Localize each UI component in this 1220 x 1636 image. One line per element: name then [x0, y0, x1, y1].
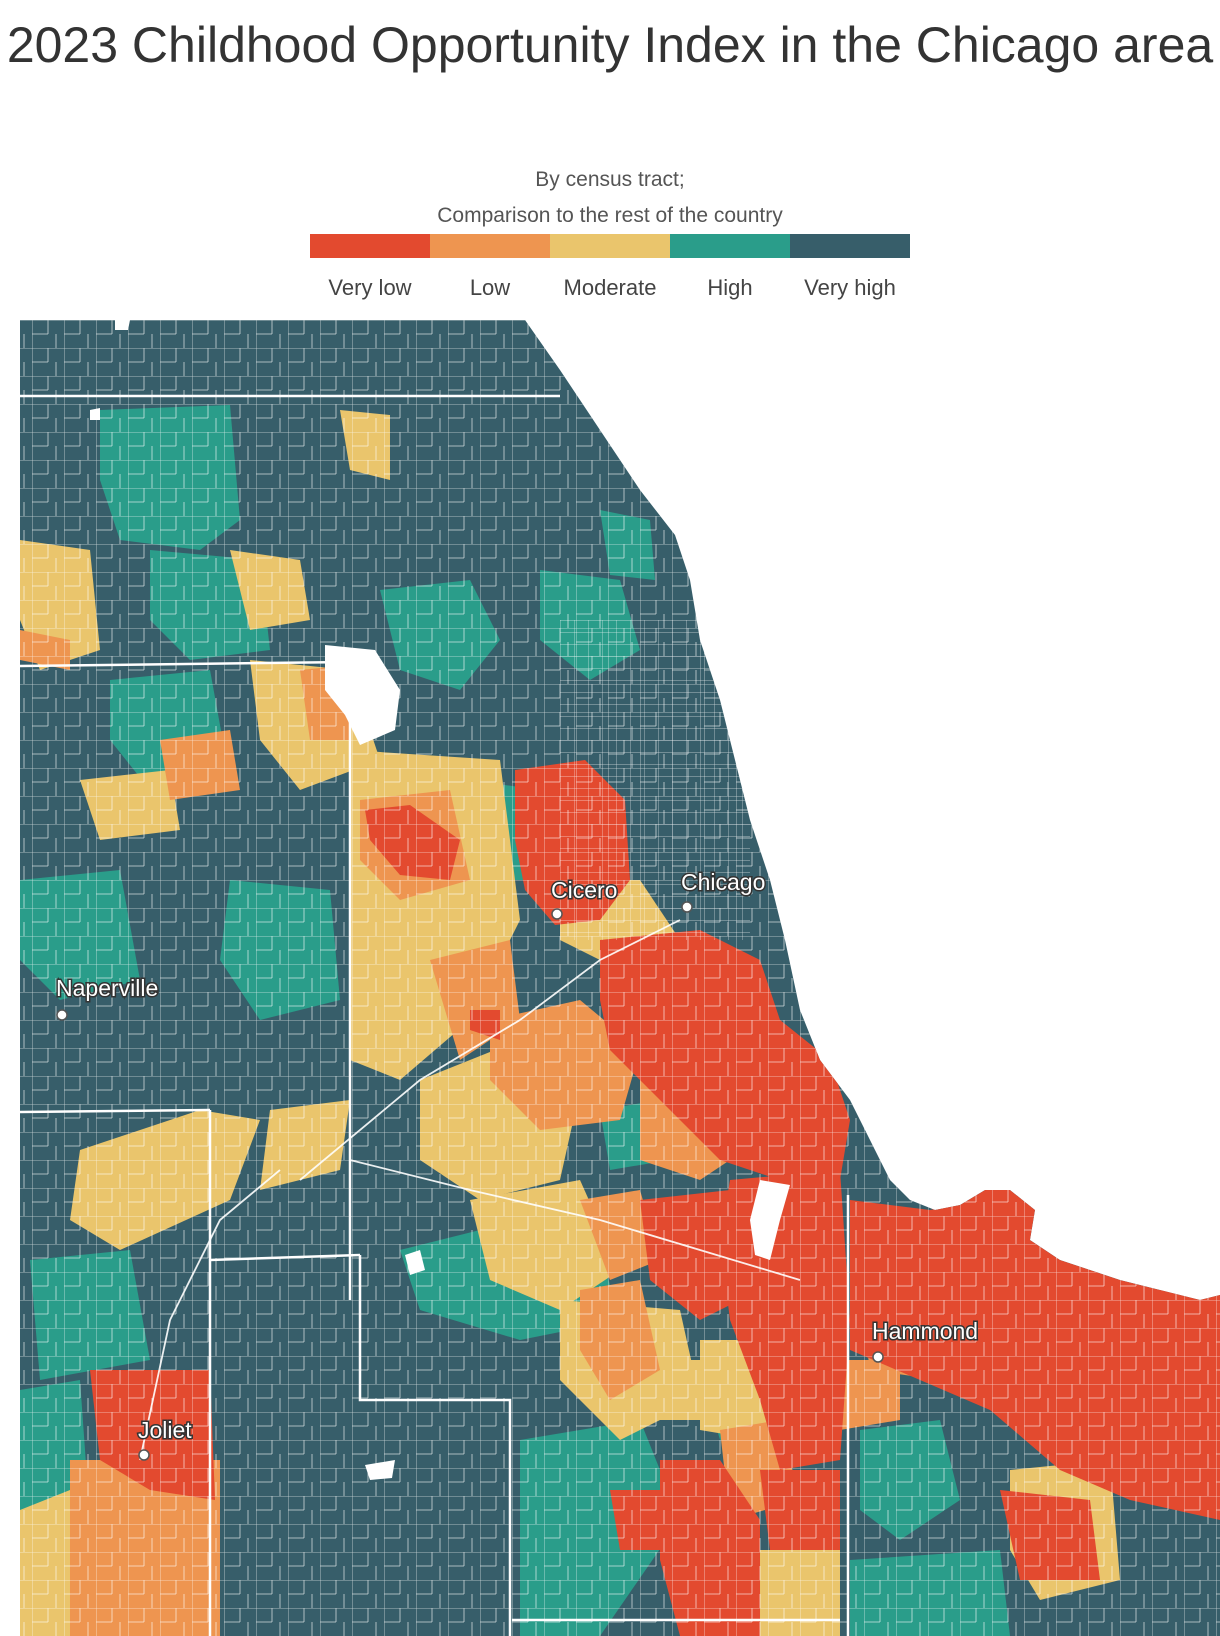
- city-dot-naperville: [56, 1009, 68, 1021]
- city-label-hammond: Hammond: [872, 1318, 978, 1344]
- map-subtitle-line-1: By census tract;: [535, 168, 685, 191]
- city-hammond: Hammond: [871, 1317, 980, 1363]
- water-reservoir: [325, 645, 400, 745]
- legend-label-low: Low: [469, 275, 511, 300]
- city-label-cicero: Cicero: [551, 877, 617, 903]
- legend-label-very-low: Very low: [328, 275, 412, 300]
- city-cicero: Cicero: [550, 876, 619, 920]
- water-pond-2: [405, 1250, 425, 1275]
- map-title: 2023 Childhood Opportunity Index in the …: [6, 17, 1214, 73]
- inland-water: [90, 320, 790, 1480]
- city-label-joliet: Joliet: [138, 1417, 192, 1443]
- legend-swatch-moderate: [550, 234, 670, 258]
- city-dot-hammond: [872, 1351, 884, 1363]
- county-borders: [20, 394, 850, 1636]
- major-roads: [139, 919, 801, 1461]
- choropleth-map: Cicero Chicago Naperville Hammond Joliet: [20, 320, 1220, 1636]
- city-label-chicago: Chicago: [681, 869, 765, 895]
- legend-labels: Very low Low Moderate High Very high: [310, 275, 910, 301]
- city-chicago: Chicago: [680, 868, 767, 913]
- legend-swatch-very-low: [310, 234, 430, 258]
- water-pond-4: [115, 320, 130, 330]
- water-lake-calumet: [750, 1180, 790, 1260]
- city-dot-chicago: [681, 901, 693, 913]
- city-markers: Cicero Chicago Naperville Hammond Joliet: [55, 868, 980, 1461]
- water-pond-3: [90, 408, 100, 420]
- map-subtitle-line-2: Comparison to the rest of the country: [437, 204, 783, 227]
- legend-swatch-low: [430, 234, 550, 258]
- legend-label-high: High: [707, 275, 753, 300]
- legend-label-moderate: Moderate: [563, 275, 657, 300]
- city-joliet: Joliet: [137, 1416, 194, 1461]
- water-pond: [365, 1460, 395, 1480]
- legend-swatch-very-high: [790, 234, 910, 258]
- legend-swatch-high: [670, 234, 790, 258]
- city-dot-joliet: [138, 1449, 150, 1461]
- city-naperville: Naperville: [55, 974, 160, 1021]
- city-label-naperville: Naperville: [56, 975, 158, 1001]
- legend-label-very-high: Very high: [804, 275, 896, 300]
- legend-color-bar: [310, 234, 910, 258]
- city-dot-cicero: [551, 908, 563, 920]
